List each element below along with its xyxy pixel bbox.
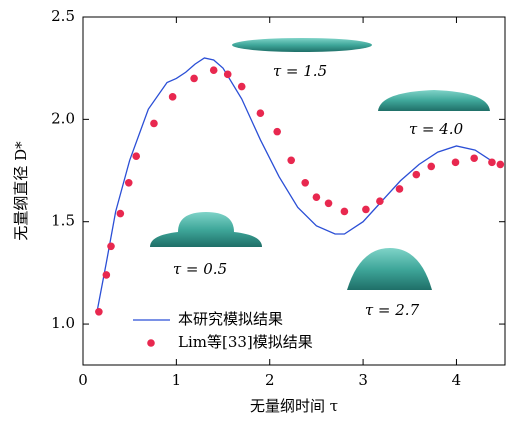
legend-label: 本研究模拟结果 — [178, 310, 283, 328]
data-point — [301, 179, 310, 187]
data-point — [496, 160, 505, 169]
legend-label: Lim等[33]模拟结果 — [178, 333, 313, 351]
y-tick-label: 1.5 — [51, 212, 75, 230]
line-series — [96, 57, 495, 312]
x-axis-label: 无量纲时间 τ — [250, 397, 338, 415]
droplet-images — [150, 38, 490, 290]
data-point — [273, 127, 281, 136]
data-point — [412, 170, 421, 179]
data-point — [132, 152, 141, 160]
x-tick-label: 2 — [265, 371, 275, 389]
data-point — [488, 158, 496, 167]
data-point — [150, 119, 158, 128]
data-point — [223, 70, 232, 79]
y-tick-label: 2.5 — [51, 7, 75, 25]
legend-swatch — [147, 339, 155, 347]
data-point — [190, 74, 198, 83]
annotation: τ = 2.7 — [365, 301, 420, 319]
data-point — [376, 197, 384, 206]
plot-frame — [82, 16, 506, 366]
data-point — [312, 193, 321, 201]
data-point — [395, 185, 404, 193]
data-point — [116, 209, 125, 218]
x-tick-label: 3 — [358, 371, 368, 389]
annotation: τ = 1.5 — [273, 62, 327, 80]
data-point — [451, 158, 460, 167]
data-point — [470, 154, 478, 163]
data-point — [324, 199, 333, 208]
data-point — [209, 66, 218, 75]
data-point — [362, 205, 370, 214]
data-point — [168, 93, 177, 101]
annotation: τ = 4.0 — [409, 120, 464, 138]
y-tick-label: 1.0 — [51, 314, 75, 332]
x-tick-label: 4 — [452, 371, 462, 389]
data-point — [256, 109, 265, 118]
annotation: τ = 0.5 — [173, 260, 227, 278]
x-tick-label: 0 — [78, 371, 88, 389]
data-point — [427, 162, 436, 171]
data-point — [107, 242, 115, 251]
y-tick-label: 2.0 — [51, 109, 75, 127]
x-tick-label: 1 — [172, 371, 182, 389]
data-point — [102, 271, 111, 279]
data-point — [124, 179, 133, 187]
data-point — [95, 307, 103, 316]
data-point — [237, 82, 246, 91]
data-point — [340, 207, 349, 216]
data-point — [287, 156, 295, 165]
y-axis-label: 无量纲直径 D* — [12, 141, 30, 241]
